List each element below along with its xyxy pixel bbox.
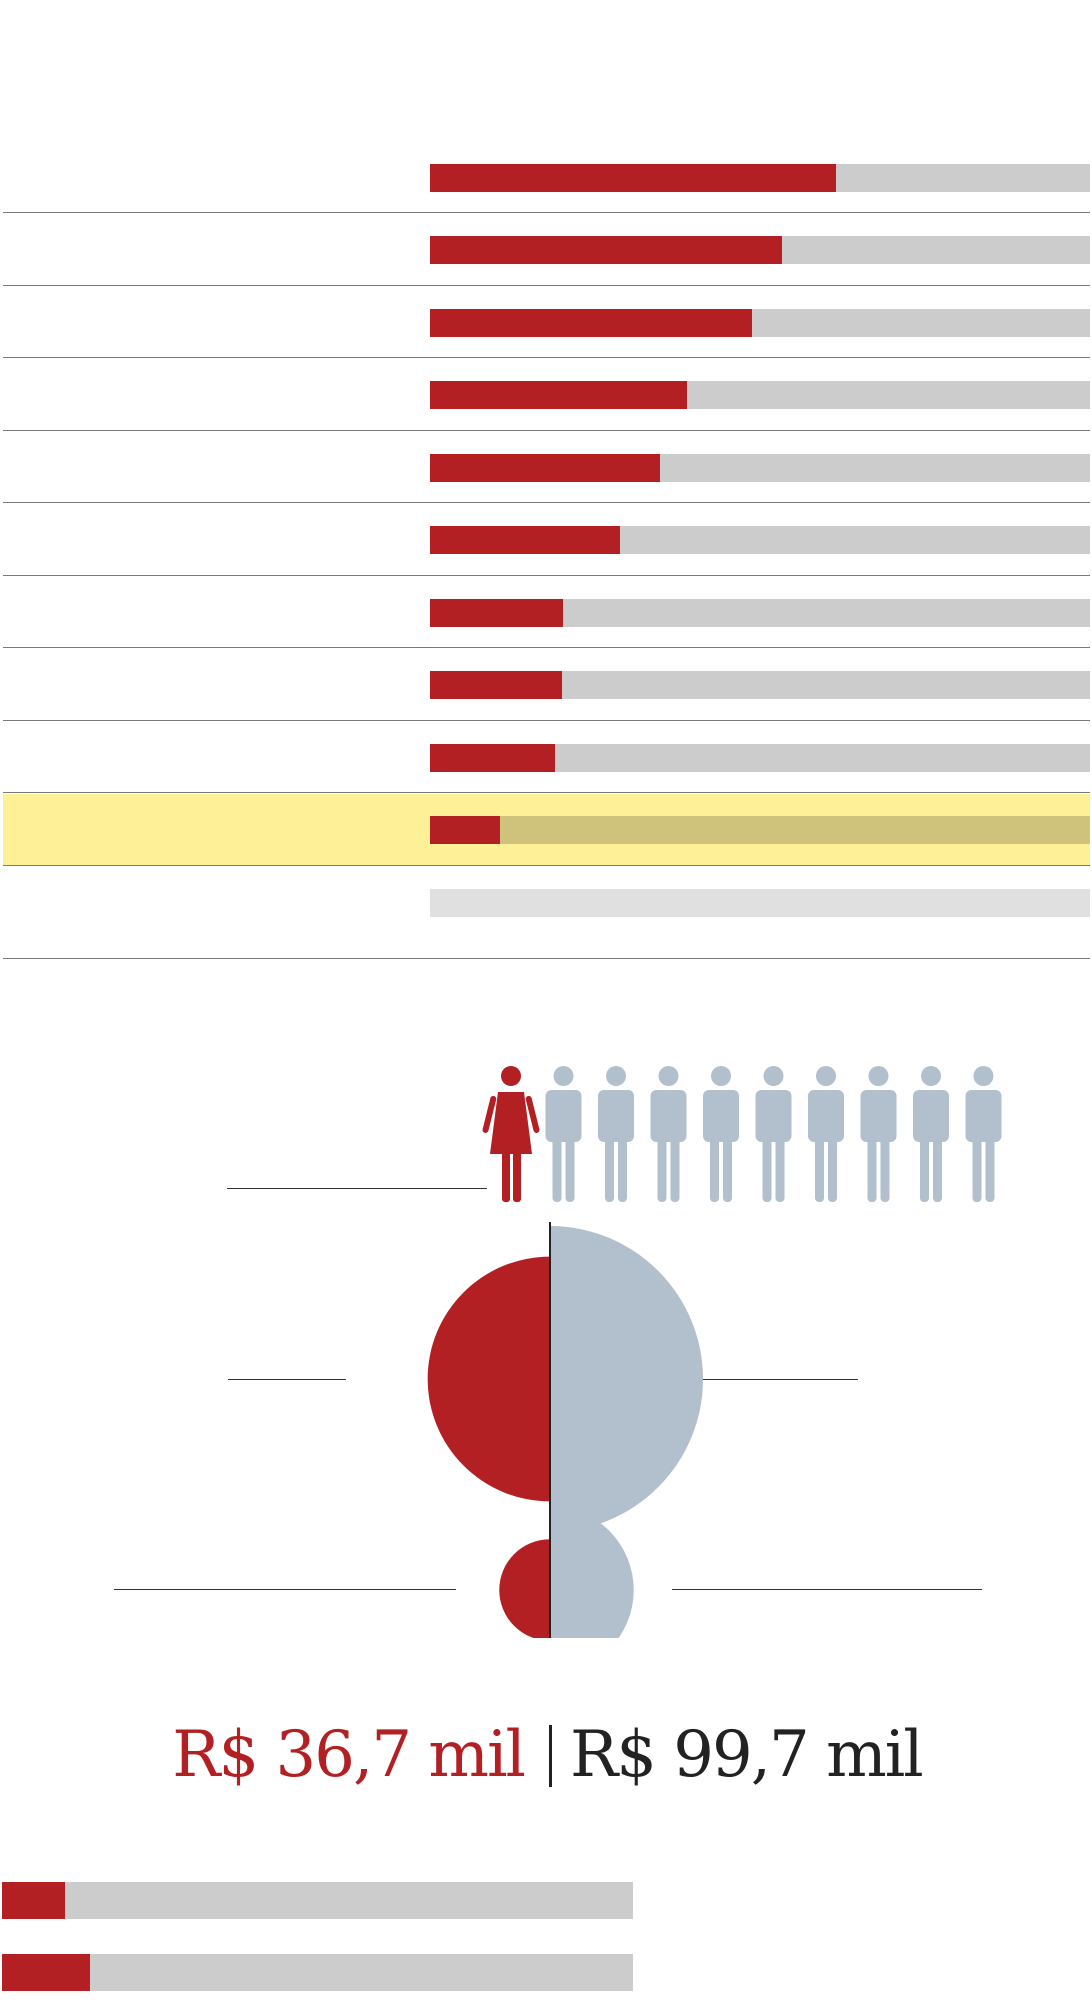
salary-divider bbox=[549, 1725, 552, 1787]
row-divider bbox=[3, 720, 1090, 721]
ranking-bar-4 bbox=[430, 381, 1090, 409]
man-icon bbox=[545, 1066, 582, 1202]
people-icons bbox=[482, 1066, 1002, 1202]
ranking-bar-fill-10 bbox=[430, 816, 500, 844]
woman-icon bbox=[482, 1066, 540, 1202]
ranking-bar-fill-6 bbox=[430, 526, 620, 554]
bottom-bar-fill-1 bbox=[2, 1882, 65, 1919]
man-icon bbox=[965, 1066, 1002, 1202]
ranking-bar-2 bbox=[430, 236, 1090, 264]
salary-female: R$ 36,7 mil bbox=[172, 1718, 526, 1792]
bottom-bar-2 bbox=[2, 1954, 633, 1991]
gender-pictogram bbox=[480, 1062, 1020, 1212]
ranking-bar-10 bbox=[430, 816, 1090, 844]
man-icon bbox=[650, 1066, 687, 1202]
row-divider bbox=[3, 958, 1090, 959]
ranking-bar-fill-2 bbox=[430, 236, 782, 264]
row-divider bbox=[3, 647, 1090, 648]
circle-1-left-leader bbox=[228, 1379, 346, 1380]
row-divider bbox=[3, 285, 1090, 286]
half-circle-chart bbox=[420, 1218, 720, 1674]
ranking-bar-fill-9 bbox=[430, 744, 555, 772]
circle-1-right-leader bbox=[703, 1379, 858, 1380]
ranking-bar-fill-8 bbox=[430, 671, 562, 699]
ranking-bar-1 bbox=[430, 164, 1090, 192]
row-divider bbox=[3, 792, 1090, 793]
man-icon bbox=[860, 1066, 897, 1202]
row-divider bbox=[3, 575, 1090, 576]
male-half-circle-1 bbox=[550, 1226, 703, 1532]
circle-2-right-leader bbox=[672, 1589, 982, 1590]
man-icon bbox=[598, 1066, 634, 1202]
ranking-bar-8 bbox=[430, 671, 1090, 699]
male-half-circle-2 bbox=[550, 1506, 634, 1674]
ranking-bar-7 bbox=[430, 599, 1090, 627]
ranking-bar-6 bbox=[430, 526, 1090, 554]
ranking-bar-9 bbox=[430, 744, 1090, 772]
half-circles bbox=[427, 1222, 703, 1674]
man-icon bbox=[703, 1066, 739, 1202]
row-divider bbox=[3, 212, 1090, 213]
bottom-bar-1 bbox=[2, 1882, 633, 1919]
ranking-bar-fill-4 bbox=[430, 381, 687, 409]
ranking-bar-fill-5 bbox=[430, 454, 660, 482]
ranking-bar-fill-1 bbox=[430, 164, 836, 192]
row-divider bbox=[3, 430, 1090, 431]
ranking-bar-11 bbox=[430, 889, 1090, 917]
man-icon bbox=[808, 1066, 844, 1202]
ranking-bar-5 bbox=[430, 454, 1090, 482]
row-divider bbox=[3, 865, 1090, 866]
man-icon bbox=[755, 1066, 792, 1202]
ranking-bar-fill-7 bbox=[430, 599, 563, 627]
row-divider bbox=[3, 502, 1090, 503]
ranking-bar-fill-3 bbox=[430, 309, 752, 337]
salary-male: R$ 99,7 mil bbox=[570, 1718, 924, 1792]
pictogram-leader-line bbox=[227, 1188, 487, 1189]
female-half-circle-1 bbox=[427, 1256, 550, 1502]
female-half-circle-2 bbox=[499, 1539, 550, 1641]
circle-2-left-leader bbox=[114, 1589, 456, 1590]
ranking-bar-3 bbox=[430, 309, 1090, 337]
man-icon bbox=[913, 1066, 949, 1202]
bottom-bar-fill-2 bbox=[2, 1954, 90, 1991]
row-divider bbox=[3, 357, 1090, 358]
